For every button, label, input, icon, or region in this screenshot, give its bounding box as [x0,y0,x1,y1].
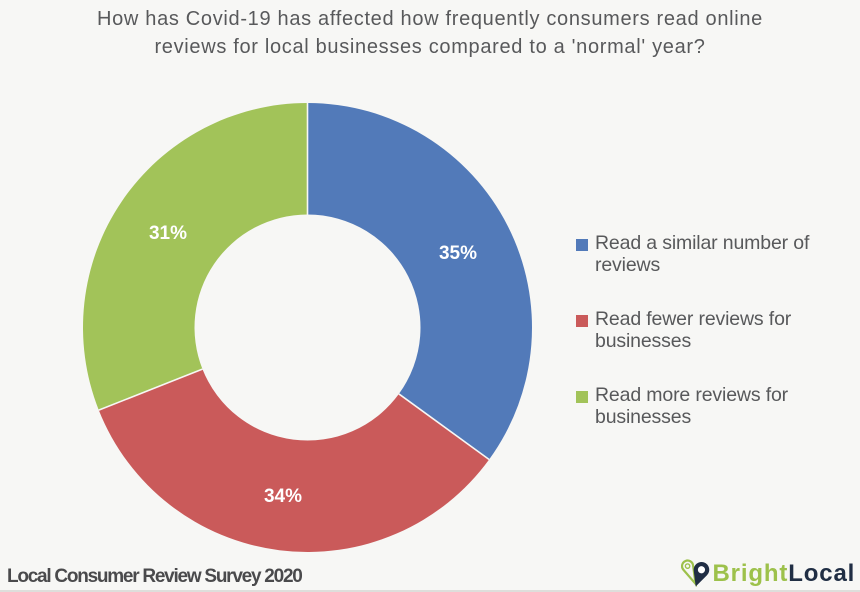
svg-text:35%: 35% [439,243,477,264]
svg-text:BrightLocal: BrightLocal [713,560,856,587]
svg-text:31%: 31% [149,223,187,244]
svg-text:34%: 34% [264,486,302,507]
